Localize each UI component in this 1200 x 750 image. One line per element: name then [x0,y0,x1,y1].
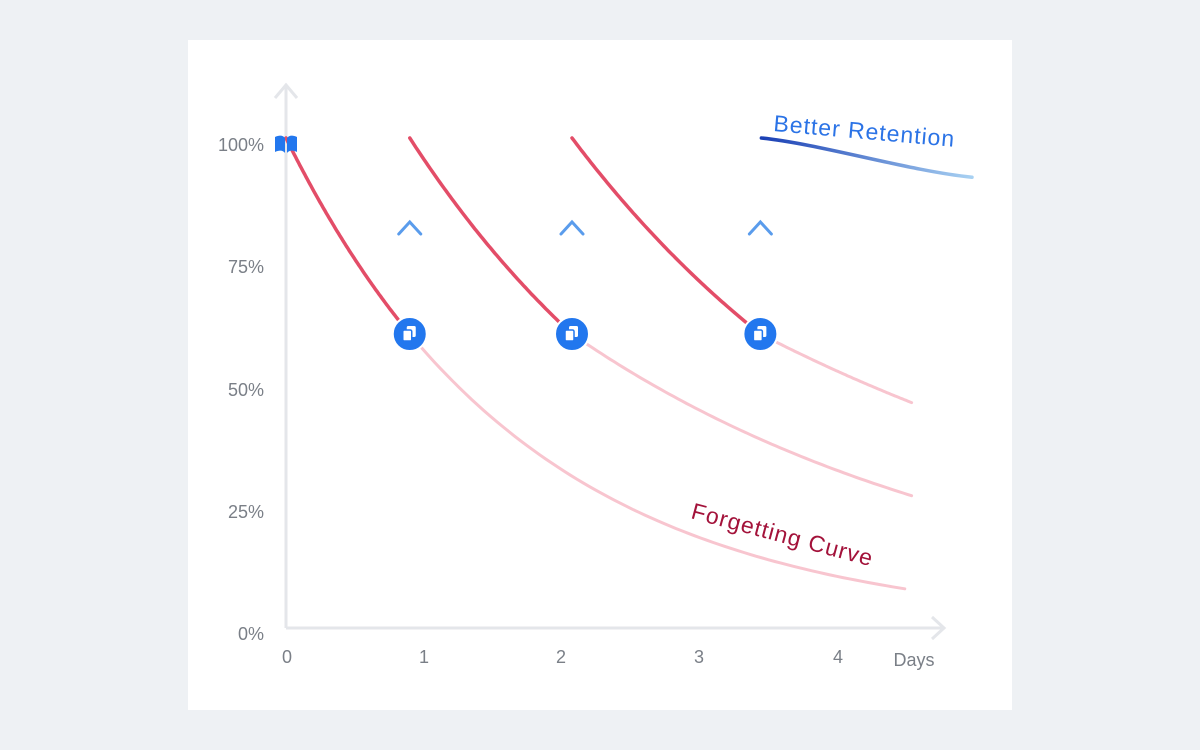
x-axis-title: Days [893,650,934,670]
markers-layer [391,316,779,352]
forgetting-curve-faded-segment [570,332,914,498]
x-axis-arrowhead [930,615,947,641]
y-tick-label: 100% [218,135,264,155]
x-tick-label: 0 [282,647,292,667]
forgetting-curve-segment [570,136,763,336]
curves-layer [284,136,974,591]
review-card-icon [554,316,590,352]
x-tick-label: 4 [833,647,843,667]
chart-card: 0% 25% 50% 75% 100% 0 1 2 3 4 Days Forge… [188,40,1012,710]
y-tick-label: 25% [228,502,264,522]
x-tick-label: 3 [694,647,704,667]
axes [273,82,947,641]
forgetting-curve-segment [408,136,574,336]
better-retention-curve [759,136,974,179]
forgetting-curve-faded-segment [408,332,907,591]
y-tick-label: 0% [238,624,264,644]
boost-arrowhead [397,219,423,236]
y-tick-label: 50% [228,380,264,400]
review-card-icon [742,316,779,352]
x-tick-label: 1 [419,647,429,667]
book-icon [275,135,297,153]
forgetting-curve-segment [284,136,412,336]
review-card-icon [391,316,428,352]
x-tick-label: 2 [556,647,566,667]
forgetting-curve-faded-segment [758,332,914,405]
boost-arrowhead [747,219,773,236]
forgetting-curve-chart: 0% 25% 50% 75% 100% 0 1 2 3 4 Days Forge… [218,82,974,670]
y-tick-label: 75% [228,257,264,277]
forgetting-curve-label: Forgetting Curve [689,498,877,572]
y-axis-arrowhead [273,82,299,99]
boost-arrowhead [559,219,585,236]
